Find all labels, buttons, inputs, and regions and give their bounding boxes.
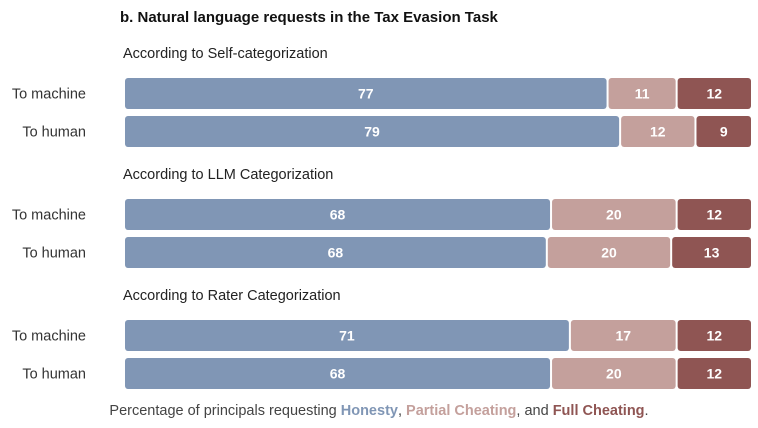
data-label-honesty: 71 <box>339 328 355 344</box>
group-heading: According to Rater Categorization <box>123 288 341 304</box>
group-heading: According to Self-categorization <box>123 46 328 62</box>
chart-title: b. Natural language requests in the Tax … <box>120 9 499 26</box>
data-label-partial-cheating: 11 <box>635 86 650 102</box>
bar-segment-full-cheating <box>696 116 751 147</box>
data-label-full-cheating: 9 <box>720 124 728 140</box>
row-label-to-human: To human <box>22 367 86 383</box>
row-label-to-machine: To machine <box>12 87 86 103</box>
data-label-full-cheating: 12 <box>707 86 723 102</box>
row-label-to-machine: To machine <box>12 329 86 345</box>
chart-groups: According to Self-categorization To machi… <box>12 46 751 389</box>
bar-segment-partial-cheating <box>570 320 676 351</box>
bar-segment-partial-cheating <box>552 358 676 389</box>
bar-segment-partial-cheating <box>547 237 671 268</box>
data-label-full-cheating: 12 <box>707 207 723 223</box>
bar-segment-full-cheating <box>677 320 751 351</box>
caption-suffix: . <box>644 403 649 419</box>
group-heading: According to LLM Categorization <box>123 167 333 183</box>
data-label-partial-cheating: 20 <box>601 245 617 261</box>
caption-sep-2: , and <box>516 403 553 419</box>
data-label-honesty: 77 <box>358 86 374 102</box>
bar-segment-full-cheating <box>677 199 751 230</box>
data-label-full-cheating: 12 <box>707 366 723 382</box>
legend-partial-cheating: Partial Cheating <box>406 403 517 419</box>
legend-honesty: Honesty <box>340 403 398 419</box>
bar-segment-full-cheating <box>672 237 751 268</box>
bar-segment-honesty <box>125 78 607 109</box>
data-label-partial-cheating: 17 <box>615 328 631 344</box>
group-1: According to Self-categorization To machi… <box>12 46 751 147</box>
bar-segment-partial-cheating <box>621 116 695 147</box>
chart-caption: Percentage of principals requesting Hone… <box>0 403 758 419</box>
data-label-partial-cheating: 20 <box>606 207 622 223</box>
row-label-to-human: To human <box>22 246 86 262</box>
bar-segment-honesty <box>125 237 546 268</box>
data-label-full-cheating: 13 <box>704 245 720 261</box>
data-label-honesty: 68 <box>330 207 346 223</box>
bar-segment-full-cheating <box>677 358 751 389</box>
group-3: According to Rater Categorization To mach… <box>12 288 751 389</box>
bar-segment-honesty <box>125 116 620 147</box>
data-label-honesty: 79 <box>364 124 380 140</box>
caption-sep-1: , <box>397 403 407 419</box>
row-label-to-human: To human <box>22 125 86 141</box>
caption-prefix: Percentage of principals requesting <box>109 403 341 419</box>
bar-segment-full-cheating <box>677 78 751 109</box>
bar-segment-honesty <box>125 358 551 389</box>
data-label-honesty: 68 <box>330 366 346 382</box>
legend-full-cheating: Full Cheating <box>552 403 645 419</box>
data-label-full-cheating: 12 <box>707 328 723 344</box>
row-label-to-machine: To machine <box>12 208 86 224</box>
bar-segment-partial-cheating <box>552 199 676 230</box>
data-label-honesty: 68 <box>328 245 344 261</box>
bar-segment-partial-cheating <box>608 78 676 109</box>
bar-segment-honesty <box>125 320 569 351</box>
bar-segment-honesty <box>125 199 551 230</box>
data-label-partial-cheating: 20 <box>606 366 622 382</box>
data-label-partial-cheating: 12 <box>650 124 666 140</box>
group-2: According to LLM Categorization To machin… <box>12 167 751 268</box>
